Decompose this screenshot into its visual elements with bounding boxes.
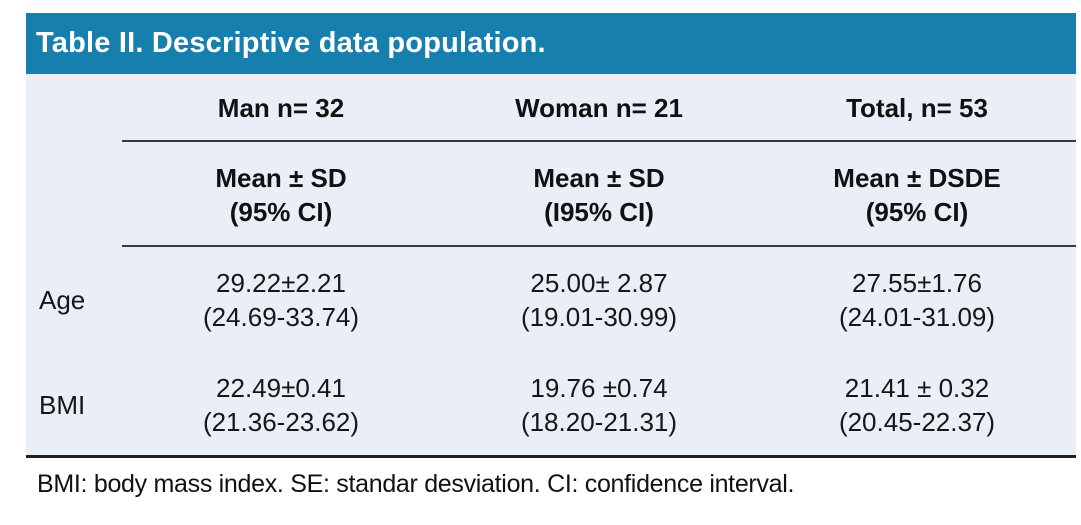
bmi-woman-ci: (18.20-21.31) [520, 407, 678, 437]
table-title-bar: Table II. Descriptive data population. [26, 13, 1076, 74]
bmi-total-cell: 21.41 ± 0.32 (20.45-22.37) [758, 352, 1076, 458]
age-man-cell: 29.22±2.21 (24.69-33.74) [122, 247, 440, 352]
subheader-woman-line1: Mean ± SD [533, 162, 665, 193]
subheader-man: Mean ± SD (95% CI) [122, 142, 440, 247]
subheader-man-line1: Mean ± SD [215, 162, 347, 193]
bmi-total-mean: 21.41 ± 0.32 [844, 373, 990, 403]
age-man-mean: 29.22±2.21 [216, 267, 346, 298]
subheader-divider-line [122, 245, 1076, 247]
subheader-spacer [26, 142, 122, 247]
table-subheader-row: Mean ± SD (95% CI) Mean ± SD (I95% CI) M… [26, 142, 1076, 247]
subheader-woman: Mean ± SD (I95% CI) [440, 142, 758, 247]
bmi-woman-mean: 19.76 ±0.74 [530, 373, 668, 403]
subheader-total: Mean ± DSDE (95% CI) [758, 142, 1076, 247]
bmi-man-mean: 22.49±0.41 [216, 373, 346, 403]
column-header-woman: Woman n= 21 [515, 93, 683, 123]
table-footnote: BMI: body mass index. SE: standar desvia… [37, 470, 795, 498]
table-row-age: Age 29.22±2.21 (24.69-33.74) 25.00± 2.87… [26, 247, 1076, 352]
table-body: Man n= 32 Woman n= 21 Total, n= 53 Mean … [26, 74, 1076, 458]
table-row-bmi: BMI 22.49±0.41 (21.36-23.62) 19.76 ±0.74… [26, 352, 1076, 458]
table-header-row: Man n= 32 Woman n= 21 Total, n= 53 [26, 74, 1076, 142]
bmi-man-ci: (21.36-23.62) [202, 407, 360, 437]
header-divider-line [122, 140, 1076, 142]
age-woman-cell: 25.00± 2.87 (19.01-30.99) [440, 247, 758, 352]
age-man-ci: (24.69-33.74) [202, 301, 360, 332]
age-woman-mean: 25.00± 2.87 [530, 267, 668, 298]
column-header-man: Man n= 32 [217, 93, 345, 123]
row-label-bmi: BMI [39, 390, 86, 420]
subheader-total-line2: (95% CI) [865, 196, 969, 227]
row-label-age: Age [39, 284, 86, 315]
subheader-woman-line2: (I95% CI) [544, 196, 654, 227]
column-header-total: Total, n= 53 [846, 93, 988, 123]
bmi-man-cell: 22.49±0.41 (21.36-23.62) [122, 352, 440, 458]
subheader-man-line2: (95% CI) [229, 196, 333, 227]
bmi-woman-cell: 19.76 ±0.74 (18.20-21.31) [440, 352, 758, 458]
descriptive-data-table: Table II. Descriptive data population. M… [26, 13, 1076, 458]
table-title: Table II. Descriptive data population. [36, 27, 546, 59]
bmi-total-ci: (20.45-22.37) [838, 407, 996, 437]
header-spacer [26, 74, 122, 142]
age-total-mean: 27.55±1.76 [852, 267, 982, 298]
age-total-ci: (24.01-31.09) [838, 301, 996, 332]
subheader-total-line1: Mean ± DSDE [833, 162, 1001, 193]
age-woman-ci: (19.01-30.99) [520, 301, 678, 332]
age-total-cell: 27.55±1.76 (24.01-31.09) [758, 247, 1076, 352]
